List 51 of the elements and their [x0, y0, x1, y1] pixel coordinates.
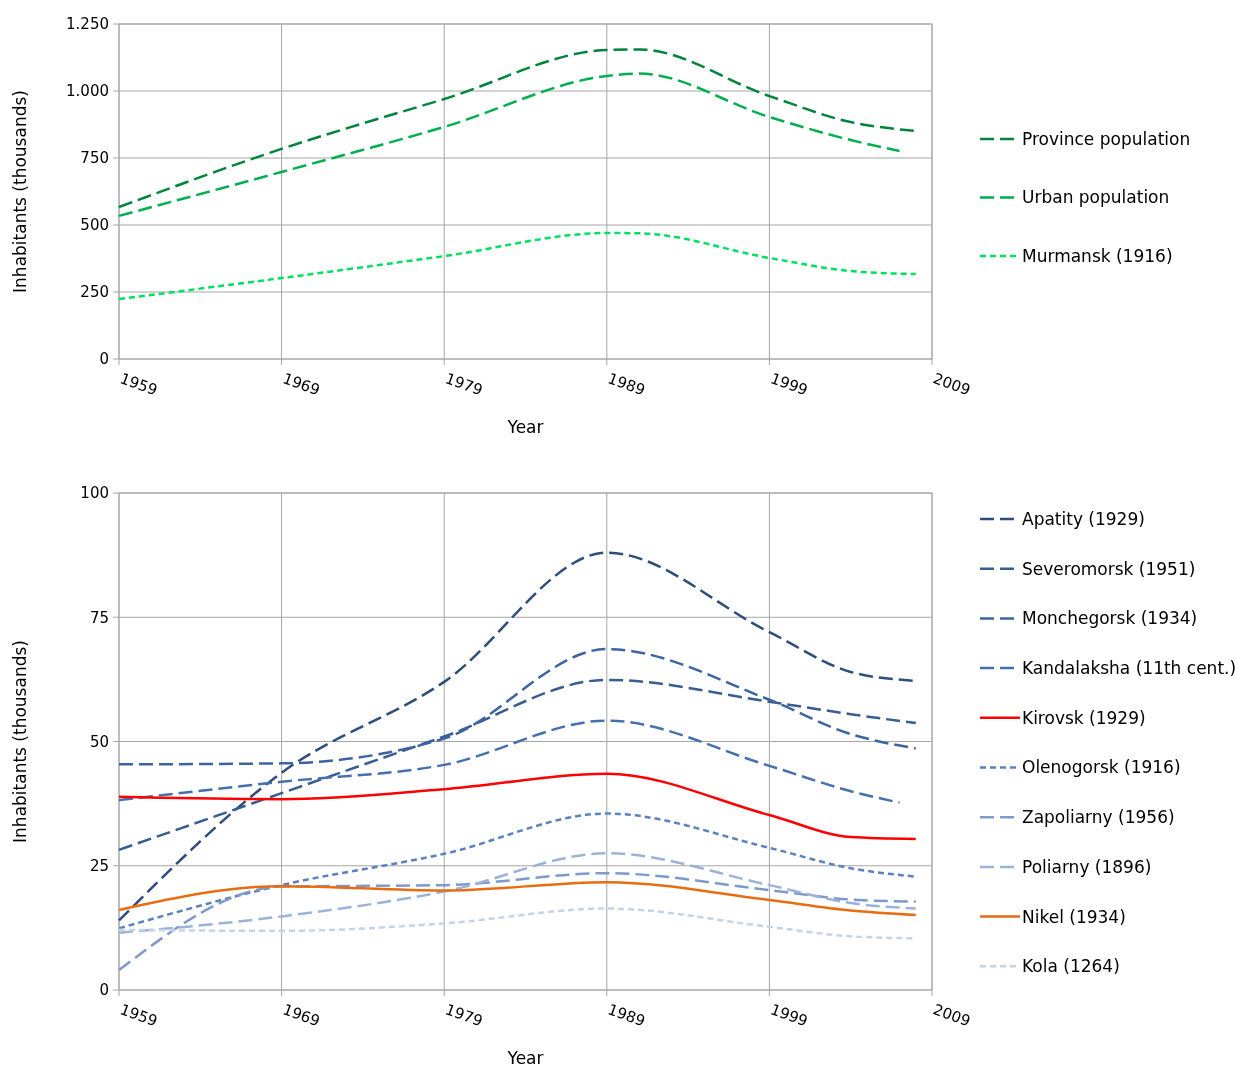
y-tick-label: 50: [89, 732, 109, 751]
x-tick-label: 1959: [117, 1000, 160, 1031]
y-tick-label: 100: [80, 484, 109, 503]
line-series: [117, 852, 917, 935]
legend-label: Murmansk (1916): [1022, 245, 1173, 266]
x-tick-label: 1979: [442, 1000, 485, 1031]
y-tick-label: 1.000: [66, 82, 109, 101]
legend-label: Kirovsk (1929): [1022, 707, 1146, 728]
legend-label: Monchegorsk (1934): [1022, 608, 1198, 629]
x-tick-label: 1999: [768, 1000, 811, 1031]
line-series: [117, 812, 917, 930]
x-tick-label: 1979: [442, 369, 485, 400]
line-series: [117, 678, 917, 852]
legend-label: Zapoliarny (1956): [1022, 807, 1175, 828]
line-series: [117, 772, 917, 841]
line-series: [117, 719, 901, 804]
x-tick-label: 1959: [117, 369, 160, 400]
legend-label: Poliarny (1896): [1022, 856, 1152, 877]
line-series: [117, 48, 917, 209]
line-series: [117, 880, 917, 917]
line-series: [117, 647, 917, 766]
x-axis-title: Year: [506, 1048, 544, 1068]
x-tick-label: 1969: [280, 1000, 323, 1031]
y-tick-label: 0: [99, 350, 109, 369]
legend-label: Nikel (1934): [1022, 906, 1126, 927]
y-tick-label: 75: [89, 608, 109, 627]
y-tick-label: 25: [89, 857, 109, 875]
legend-label: Kola (1264): [1022, 956, 1120, 977]
x-tick-label: 1989: [605, 369, 648, 400]
x-tick-label: 1999: [768, 369, 811, 400]
legend-label: Olenogorsk (1916): [1022, 757, 1181, 778]
legend-label: Kandalaksha (11th cent.): [1022, 658, 1237, 679]
line-series: [117, 72, 901, 218]
y-axis-title: Inhabitants (thousands): [10, 640, 30, 843]
x-axis-title: Year: [506, 417, 544, 437]
line-series: [117, 231, 917, 301]
legend-label: Urban population: [1022, 187, 1170, 208]
y-tick-label: 1.250: [66, 15, 109, 34]
legend-label: Severomorsk (1951): [1022, 558, 1196, 579]
x-tick-label: 2009: [930, 1000, 973, 1031]
y-tick-label: 250: [80, 283, 109, 302]
y-axis-title: Inhabitants (thousands): [10, 90, 30, 293]
y-tick-label: 0: [99, 981, 109, 1000]
x-tick-label: 2009: [930, 369, 973, 400]
legend-label: Province population: [1022, 128, 1191, 149]
x-tick-label: 1969: [280, 369, 323, 400]
x-tick-label: 1989: [605, 1000, 648, 1031]
line-series: [117, 871, 917, 972]
y-tick-label: 750: [80, 149, 109, 168]
legend-label: Apatity (1929): [1022, 508, 1145, 529]
y-tick-label: 500: [80, 216, 109, 235]
